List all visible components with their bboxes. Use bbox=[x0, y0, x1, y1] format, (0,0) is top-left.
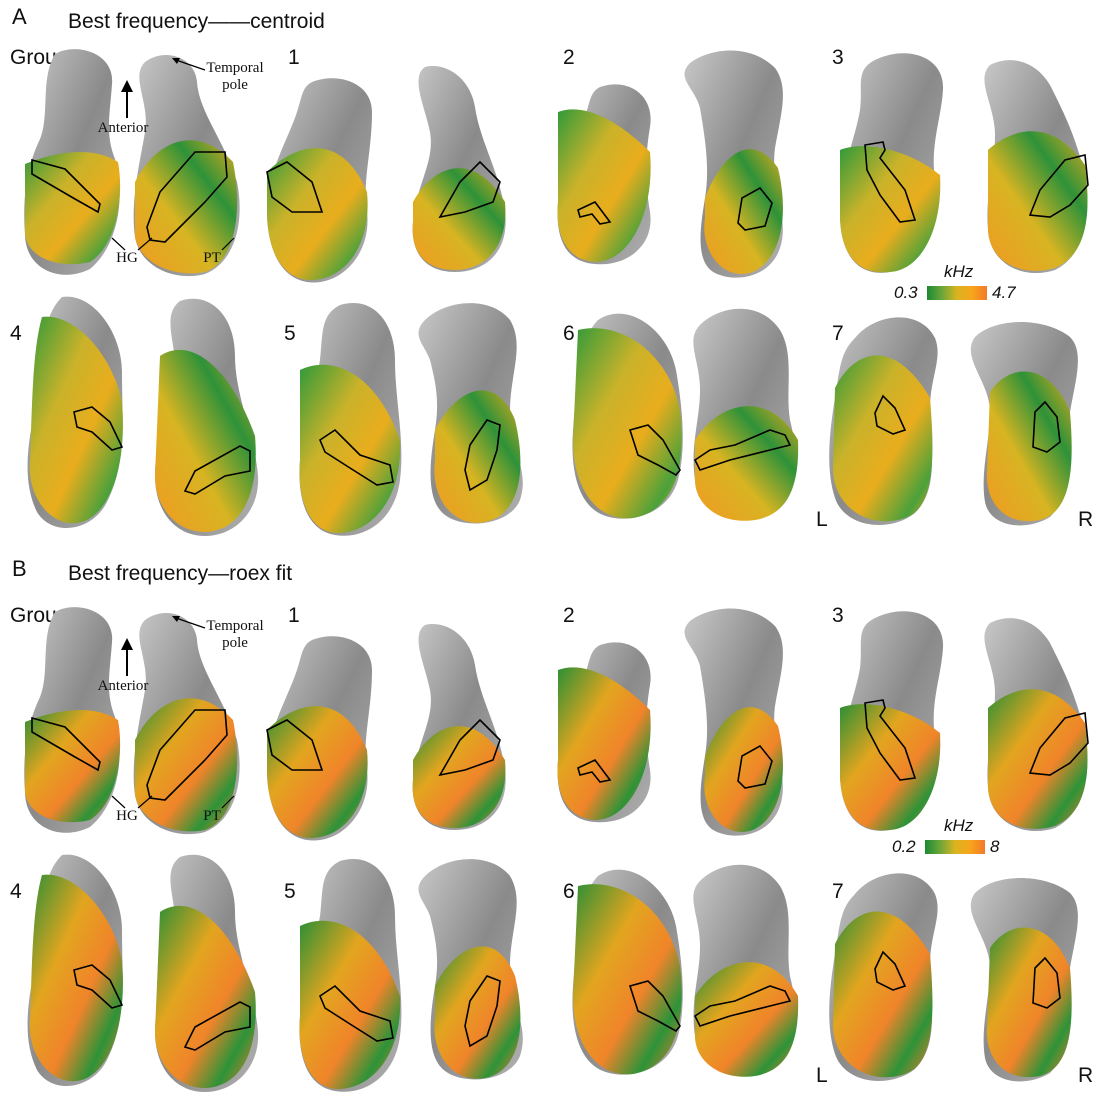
hemisphere-map-s3-left bbox=[840, 611, 944, 831]
hemisphere-map-s2-left bbox=[557, 84, 651, 265]
hemisphere-label-left: L bbox=[816, 508, 828, 531]
subject-label-4: 4 bbox=[10, 880, 22, 903]
hemisphere-map-s5-left bbox=[299, 303, 402, 536]
hemisphere-map-s2-right bbox=[684, 50, 783, 278]
annotation-arrows bbox=[111, 58, 235, 251]
subject-label-1: 1 bbox=[288, 604, 300, 627]
annotation-anterior: Anterior bbox=[97, 120, 149, 136]
panel-title: Best frequency—roex fit bbox=[68, 562, 293, 585]
subject-label-5: 5 bbox=[284, 880, 296, 903]
colorbar-min: 0.3 bbox=[894, 283, 918, 302]
hemisphere-map-s5-right bbox=[418, 303, 523, 524]
hemisphere-label-right: R bbox=[1078, 1064, 1094, 1087]
panel-b: B Best frequency—roex fit Group 1 2 3 4 … bbox=[0, 552, 1102, 1102]
hemisphere-map-group-left bbox=[24, 49, 121, 275]
hemisphere-map-s3-left bbox=[840, 53, 944, 273]
annotation-temporal-pole-text: Temporal pole bbox=[206, 618, 264, 651]
hemisphere-map-s7-right bbox=[970, 878, 1078, 1082]
hemisphere-map-s1-left bbox=[266, 636, 372, 841]
hemisphere-map-s5-right bbox=[418, 859, 523, 1080]
hemisphere-map-s6-right bbox=[693, 308, 799, 521]
annotation-hg: HG bbox=[116, 250, 138, 266]
annotation-temporal-pole: Temporal pole bbox=[200, 618, 270, 652]
annotation-pt: PT bbox=[203, 808, 221, 824]
hemisphere-map-s1-right bbox=[412, 624, 506, 830]
colorbar-min: 0.2 bbox=[892, 837, 916, 856]
hemisphere-label-left: L bbox=[816, 1064, 828, 1087]
hemisphere-map-s4-right bbox=[155, 854, 259, 1092]
hemisphere-map-s5-left bbox=[299, 859, 402, 1092]
panel-title: Best frequency——centroid bbox=[68, 10, 325, 33]
annotation-anterior: Anterior bbox=[97, 678, 149, 694]
hemisphere-map-s7-right bbox=[970, 322, 1078, 526]
panel-letter: B bbox=[12, 556, 27, 581]
subject-label-7: 7 bbox=[832, 880, 844, 903]
subject-label-6: 6 bbox=[563, 322, 575, 345]
colorbar-max: 4.7 bbox=[992, 283, 1016, 302]
colorbar-gradient bbox=[927, 286, 987, 300]
subject-label-1: 1 bbox=[288, 46, 300, 69]
hemisphere-map-s6-left bbox=[572, 313, 683, 519]
hemisphere-map-s3-right bbox=[984, 60, 1089, 274]
hemisphere-map-s7-left bbox=[829, 317, 938, 525]
hemisphere-map-group-right bbox=[133, 612, 240, 835]
hemisphere-map-group-left bbox=[24, 607, 121, 833]
subject-label-3: 3 bbox=[832, 46, 844, 69]
annotation-hg: HG bbox=[116, 808, 138, 824]
hemisphere-map-group-right bbox=[133, 54, 240, 277]
hemisphere-map-s6-left bbox=[572, 869, 683, 1075]
annotation-pt: PT bbox=[203, 250, 221, 266]
subject-label-2: 2 bbox=[563, 46, 575, 69]
subject-label-3: 3 bbox=[832, 604, 844, 627]
hemisphere-map-s7-left bbox=[829, 873, 938, 1081]
hemisphere-map-s4-right bbox=[155, 298, 259, 536]
hemisphere-map-s4-left bbox=[27, 296, 124, 529]
colorbar-gradient bbox=[925, 840, 985, 854]
hemisphere-label-right: R bbox=[1078, 508, 1094, 531]
annotation-temporal-pole: Temporal pole bbox=[200, 60, 270, 94]
colorbar-max: 8 bbox=[990, 837, 1000, 856]
colorbar-unit: kHz bbox=[944, 816, 974, 835]
annotation-temporal-pole-text: Temporal pole bbox=[206, 60, 264, 93]
subject-label-6: 6 bbox=[563, 880, 575, 903]
subject-label-2: 2 bbox=[563, 604, 575, 627]
hemisphere-map-s1-right bbox=[412, 66, 506, 273]
panel-a: A Best frequency——centroid Group 1 2 3 4… bbox=[0, 0, 1102, 550]
hemisphere-map-s2-left bbox=[557, 642, 651, 823]
panel-letter: A bbox=[12, 4, 27, 29]
hemisphere-map-s6-right bbox=[693, 864, 799, 1077]
colorbar-unit: kHz bbox=[944, 262, 974, 281]
hemisphere-map-s4-left bbox=[27, 854, 124, 1087]
subject-label-7: 7 bbox=[832, 322, 844, 345]
subject-label-4: 4 bbox=[10, 322, 22, 345]
subject-label-5: 5 bbox=[284, 322, 296, 345]
annotation-arrows bbox=[111, 616, 235, 809]
hemisphere-map-s2-right bbox=[684, 608, 783, 836]
hemisphere-map-s3-right bbox=[984, 618, 1089, 832]
hemisphere-map-s1-left bbox=[266, 78, 372, 283]
